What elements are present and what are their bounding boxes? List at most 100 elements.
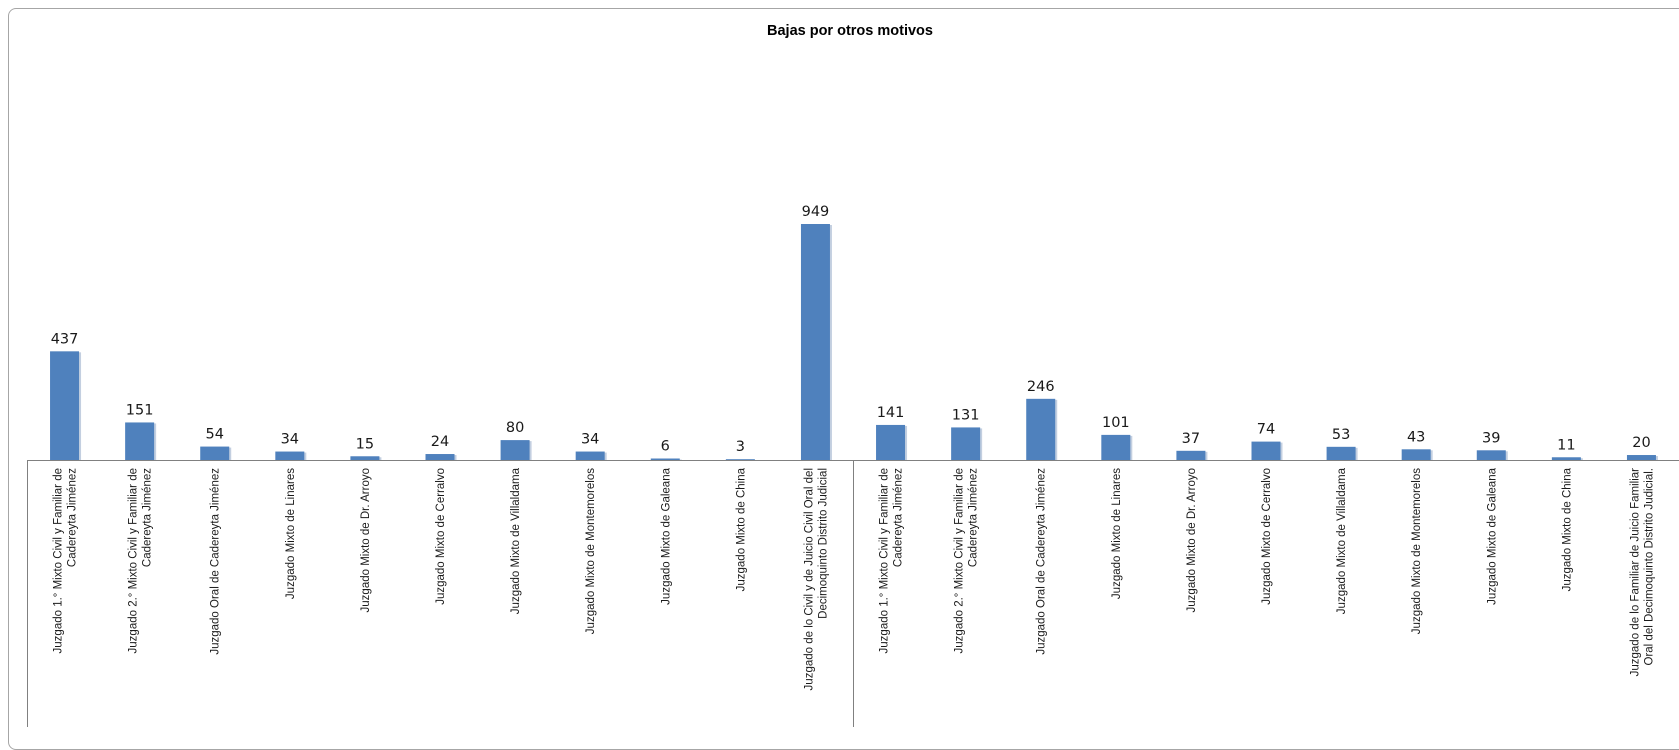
value-label: 34 xyxy=(281,432,299,448)
category-label: Juzgado Mixto de Galeana xyxy=(1486,467,1498,604)
value-label: 74 xyxy=(1257,422,1275,438)
category-label-line: Juzgado Mixto de Cerralvo xyxy=(1261,468,1273,605)
bar-chart: Bajas por otros motivos 437 151 54 34 15 24 80… xyxy=(0,0,1679,727)
value-label: 39 xyxy=(1482,430,1500,446)
category-label: Juzgado Mixto de China xyxy=(735,467,747,591)
bar xyxy=(876,425,905,460)
bar xyxy=(275,452,304,460)
value-label: 11 xyxy=(1557,437,1575,453)
value-label: 949 xyxy=(802,204,830,220)
category-label: Juzgado Mixto de Villaldama xyxy=(1336,467,1348,614)
category-label-line: Juzgado Mixto de Galeana xyxy=(1486,467,1498,604)
category-label: Juzgado Mixto de Linares xyxy=(285,468,297,599)
category-label: Juzgado Mixto de Montemorelos xyxy=(1411,468,1423,634)
value-label: 246 xyxy=(1027,379,1055,395)
category-label-line: Juzgado Mixto de Montemorelos xyxy=(1411,468,1423,634)
category-label-line: Juzgado Mixto de China xyxy=(1561,467,1573,591)
bars-layer xyxy=(50,224,1658,460)
category-label-line: Decimoquinto Distrito Judicial xyxy=(817,468,829,619)
category-label-line: Juzgado Mixto de Villaldama xyxy=(1336,467,1348,614)
category-label: Juzgado Mixto de Montemorelos xyxy=(585,468,597,634)
bar xyxy=(1627,455,1656,460)
bar xyxy=(350,456,379,460)
bar xyxy=(125,422,154,460)
bar xyxy=(801,224,830,460)
category-label: Juzgado de lo Civil y de Juicio Civil Or… xyxy=(803,468,829,690)
category-label: Juzgado Mixto de Dr. Arroyo xyxy=(1186,468,1198,612)
category-label: Juzgado de lo Familiar de Juicio Familia… xyxy=(1629,468,1655,677)
category-label-line: Juzgado Oral de Cadereyta Jiménez xyxy=(210,468,222,655)
value-label: 151 xyxy=(126,402,154,418)
category-label-line: Juzgado Mixto de Villaldama xyxy=(510,467,522,614)
bar xyxy=(1252,442,1281,460)
category-label-line: Cadereyta Jiménez xyxy=(67,468,79,567)
value-label: 34 xyxy=(581,432,599,448)
value-label: 101 xyxy=(1102,415,1130,431)
category-label-line: Juzgado Mixto de Linares xyxy=(285,468,297,599)
bar xyxy=(651,459,680,460)
value-label: 20 xyxy=(1632,435,1650,451)
category-label-line: Cadereyta Jiménez xyxy=(968,468,980,567)
value-label: 141 xyxy=(877,405,905,421)
category-label-line: Juzgado Mixto de Cerralvo xyxy=(435,468,447,605)
category-label-line: Juzgado Mixto de Linares xyxy=(1111,468,1123,599)
bar xyxy=(576,452,605,460)
bar xyxy=(1552,457,1581,460)
category-label: Juzgado Mixto de China xyxy=(1561,467,1573,591)
category-label: Juzgado Mixto de Dr. Arroyo xyxy=(360,468,372,612)
category-label: Juzgado Mixto de Linares xyxy=(1111,468,1123,599)
bar xyxy=(1402,449,1431,460)
category-label-line: Juzgado Mixto de Galeana xyxy=(660,467,672,604)
value-label: 37 xyxy=(1182,431,1200,447)
category-label-line: Juzgado Mixto de China xyxy=(735,467,747,591)
bar xyxy=(1101,435,1130,460)
category-label-line: Juzgado Mixto de Dr. Arroyo xyxy=(360,468,372,612)
axis-layer xyxy=(27,460,1679,727)
bar xyxy=(1026,399,1055,460)
value-label: 24 xyxy=(431,434,449,450)
value-label: 54 xyxy=(206,427,224,443)
value-label: 3 xyxy=(736,439,745,455)
bar xyxy=(1477,450,1506,460)
bar xyxy=(426,454,455,460)
bar xyxy=(1327,447,1356,460)
category-label: Juzgado Mixto de Cerralvo xyxy=(1261,468,1273,605)
category-label-line: Juzgado de lo Civil y de Juicio Civil Or… xyxy=(803,468,815,690)
bar xyxy=(50,351,79,460)
bar xyxy=(501,440,530,460)
category-label: Juzgado Mixto de Galeana xyxy=(660,467,672,604)
category-label-line: Juzgado Mixto de Dr. Arroyo xyxy=(1186,468,1198,612)
bar xyxy=(200,447,229,460)
value-label: 437 xyxy=(51,331,79,347)
value-label: 43 xyxy=(1407,429,1425,445)
value-label: 53 xyxy=(1332,427,1350,443)
value-label: 80 xyxy=(506,420,524,436)
category-label-line: Cadereyta Jiménez xyxy=(893,468,905,567)
category-label-line: Juzgado de lo Familiar de Juicio Familia… xyxy=(1629,468,1641,677)
category-label: Juzgado Oral de Cadereyta Jiménez xyxy=(210,468,222,655)
category-label-line: Juzgado 2.° Mixto Civil y Familiar de xyxy=(954,468,966,653)
category-label-line: Juzgado Mixto de Montemorelos xyxy=(585,468,597,634)
value-label: 131 xyxy=(952,407,980,423)
bar xyxy=(951,427,980,460)
value-label: 6 xyxy=(661,439,670,455)
category-label: Juzgado Mixto de Cerralvo xyxy=(435,468,447,605)
bar xyxy=(726,459,755,460)
category-label: Juzgado Oral de Cadereyta Jiménez xyxy=(1036,468,1048,655)
category-label-line: Cadereyta Jiménez xyxy=(142,468,154,567)
value-labels: 437 151 54 34 15 24 80 34 6 3 949 141 131 246 101 37 74 5… xyxy=(51,204,1651,455)
category-label-line: Juzgado 2.° Mixto Civil y Familiar de xyxy=(128,468,140,653)
category-label: Juzgado Mixto de Villaldama xyxy=(510,467,522,614)
category-label-line: Juzgado 1.° Mixto Civil y Familiar de xyxy=(879,468,891,653)
value-label: 15 xyxy=(356,436,374,452)
category-label-line: Oral del Decimoquinto Distrito Judicial. xyxy=(1643,468,1655,666)
bar xyxy=(1176,451,1205,460)
chart-title: Bajas por otros motivos xyxy=(767,23,933,39)
category-label-line: Juzgado Oral de Cadereyta Jiménez xyxy=(1036,468,1048,655)
category-label-line: Juzgado 1.° Mixto Civil y Familiar de xyxy=(53,468,65,653)
